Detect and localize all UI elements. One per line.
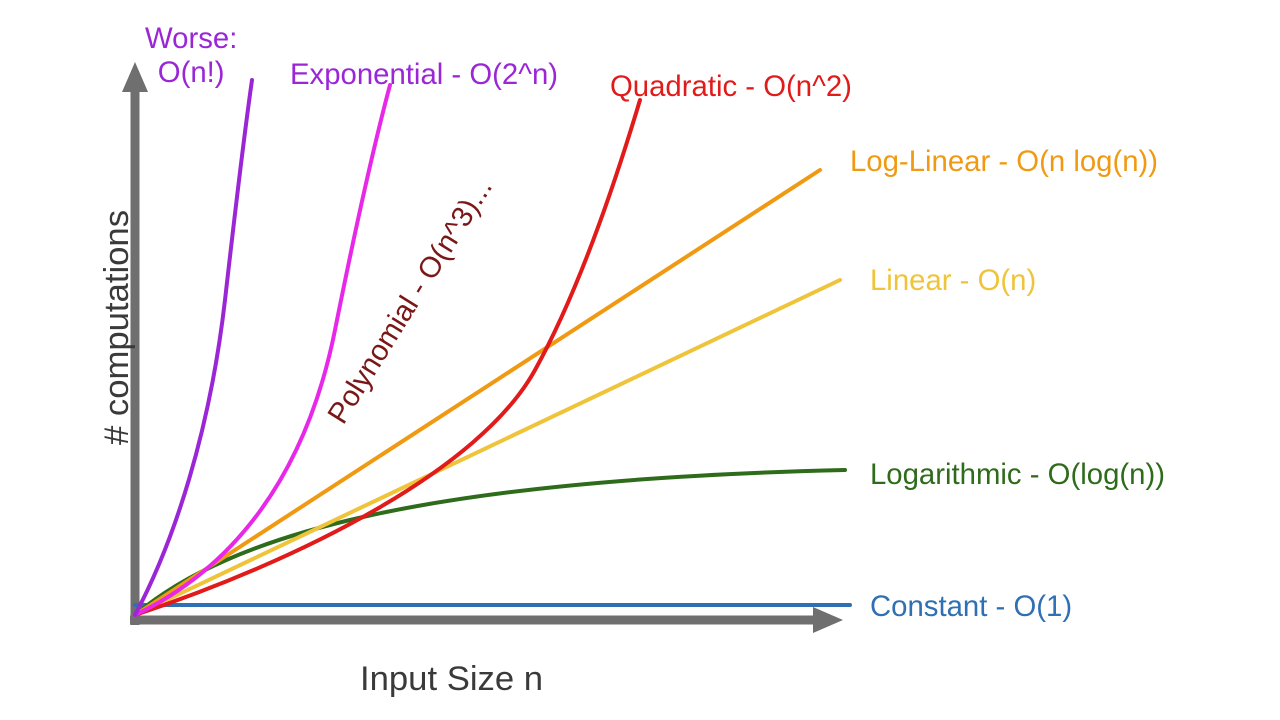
label-quadratic: Quadratic - O(n^2) — [610, 70, 852, 104]
label-factorial-line2: O(n!) — [145, 56, 237, 90]
curve-exponential — [135, 80, 252, 615]
bigo-chart — [0, 0, 1280, 720]
x-axis-label: Input Size n — [360, 660, 543, 699]
curve-logarithmic — [135, 470, 845, 615]
label-logarithmic: Logarithmic - O(log(n)) — [870, 458, 1165, 492]
label-constant: Constant - O(1) — [870, 590, 1072, 624]
curves — [135, 80, 850, 615]
label-factorial: Worse: O(n!) — [145, 22, 237, 89]
curve-polynomial — [135, 85, 390, 615]
curve-linear — [135, 280, 840, 615]
label-factorial-line1: Worse: — [145, 22, 237, 56]
label-exponential: Exponential - O(2^n) — [290, 58, 558, 92]
label-linear: Linear - O(n) — [870, 264, 1036, 298]
x-axis-arrow — [813, 607, 843, 633]
chart-stage: # computations Input Size n Constant - O… — [0, 0, 1280, 720]
curve-loglinear — [135, 170, 820, 615]
label-loglinear: Log-Linear - O(n log(n)) — [850, 145, 1158, 179]
y-axis-label: # computations — [98, 210, 137, 445]
